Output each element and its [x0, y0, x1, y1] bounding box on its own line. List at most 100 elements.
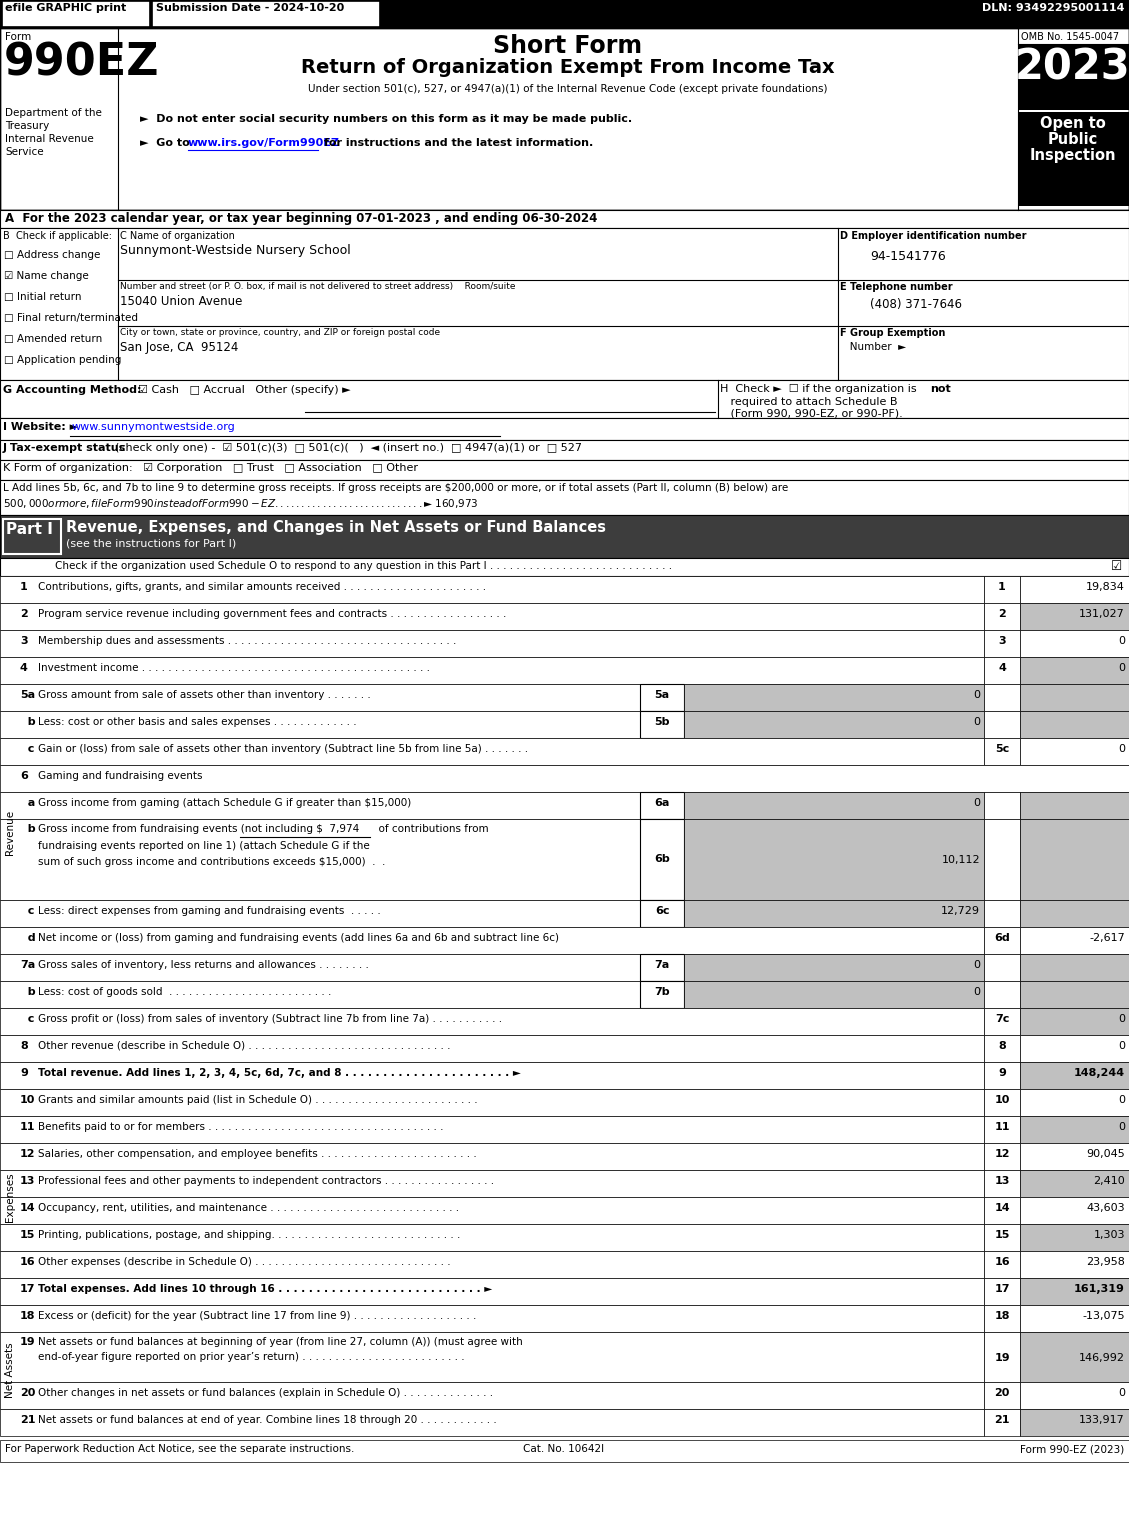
Text: 2023: 2023: [1015, 46, 1129, 88]
Text: 5c: 5c: [995, 744, 1009, 753]
Bar: [3, 518, 61, 554]
Text: H  Check ►  ☐ if the organization is: H Check ► ☐ if the organization is: [720, 384, 920, 393]
Bar: [1019, 791, 1129, 819]
Bar: [0, 630, 984, 657]
Text: 18: 18: [995, 1312, 1009, 1321]
Text: 3: 3: [20, 636, 27, 647]
Text: 2: 2: [998, 608, 1006, 619]
Text: 6c: 6c: [655, 906, 669, 917]
Bar: [984, 1305, 1019, 1331]
Bar: [684, 981, 984, 1008]
Text: Gain or (loss) from sale of assets other than inventory (Subtract line 5b from l: Gain or (loss) from sale of assets other…: [38, 744, 528, 753]
Text: Other expenses (describe in Schedule O) . . . . . . . . . . . . . . . . . . . . : Other expenses (describe in Schedule O) …: [38, 1257, 450, 1267]
Text: 9: 9: [998, 1068, 1006, 1078]
Bar: [984, 738, 1019, 766]
Bar: [1018, 44, 1129, 110]
Bar: [984, 1250, 1019, 1278]
Bar: [0, 1089, 984, 1116]
Text: □ Application pending: □ Application pending: [5, 355, 122, 364]
Text: Gross income from gaming (attach Schedule G if greater than $15,000): Gross income from gaming (attach Schedul…: [38, 798, 411, 808]
Bar: [1019, 1382, 1129, 1409]
Text: Treasury: Treasury: [5, 120, 50, 131]
Bar: [1019, 1144, 1129, 1170]
Bar: [984, 1197, 1019, 1225]
Text: 20: 20: [20, 1388, 35, 1398]
Text: Investment income . . . . . . . . . . . . . . . . . . . . . . . . . . . . . . . : Investment income . . . . . . . . . . . …: [38, 663, 430, 673]
Bar: [1019, 1170, 1129, 1197]
Bar: [984, 1331, 1019, 1382]
Bar: [0, 1331, 984, 1382]
Bar: [640, 900, 684, 927]
Text: fundraising events reported on line 1) (attach Schedule G if the: fundraising events reported on line 1) (…: [38, 840, 370, 851]
Bar: [0, 900, 640, 927]
Bar: [984, 1116, 1019, 1144]
Text: Total revenue. Add lines 1, 2, 3, 4, 5c, 6d, 7c, and 8 . . . . . . . . . . . . .: Total revenue. Add lines 1, 2, 3, 4, 5c,…: [38, 1068, 520, 1078]
Text: 3: 3: [998, 636, 1006, 647]
Text: 131,027: 131,027: [1079, 608, 1124, 619]
Text: 2: 2: [20, 608, 28, 619]
Text: Service: Service: [5, 146, 44, 157]
Text: efile GRAPHIC print: efile GRAPHIC print: [5, 3, 126, 14]
Bar: [0, 480, 1129, 515]
Text: Occupancy, rent, utilities, and maintenance . . . . . . . . . . . . . . . . . . : Occupancy, rent, utilities, and maintena…: [38, 1203, 460, 1212]
Bar: [984, 576, 1019, 602]
Text: c: c: [20, 906, 34, 917]
Text: 5a: 5a: [20, 689, 35, 700]
Text: 15040 Union Avenue: 15040 Union Avenue: [120, 294, 243, 308]
Text: 7b: 7b: [654, 987, 669, 997]
Bar: [0, 1440, 1129, 1462]
Bar: [1019, 819, 1129, 900]
Bar: [1018, 111, 1129, 206]
Bar: [984, 711, 1019, 738]
Text: Other changes in net assets or fund balances (explain in Schedule O) . . . . . .: Other changes in net assets or fund bala…: [38, 1388, 493, 1398]
Bar: [1019, 981, 1129, 1008]
Text: required to attach Schedule B: required to attach Schedule B: [720, 396, 898, 407]
Bar: [0, 766, 1129, 791]
Bar: [984, 1089, 1019, 1116]
Text: (see the instructions for Part I): (see the instructions for Part I): [65, 538, 236, 549]
Bar: [984, 900, 1019, 927]
Text: 6a: 6a: [655, 798, 669, 808]
Text: Gross profit or (loss) from sales of inventory (Subtract line 7b from line 7a) .: Gross profit or (loss) from sales of inv…: [38, 1014, 502, 1023]
Bar: [0, 602, 984, 630]
Bar: [684, 685, 984, 711]
Bar: [1019, 927, 1129, 955]
Bar: [984, 630, 1019, 657]
Bar: [1019, 738, 1129, 766]
Bar: [640, 819, 684, 900]
Bar: [0, 955, 640, 981]
Text: A  For the 2023 calendar year, or tax year beginning 07-01-2023 , and ending 06-: A For the 2023 calendar year, or tax yea…: [5, 212, 597, 226]
Bar: [0, 657, 984, 685]
Bar: [0, 1250, 984, 1278]
Text: Public: Public: [1048, 133, 1099, 146]
Text: F Group Exemption: F Group Exemption: [840, 328, 945, 339]
Text: Program service revenue including government fees and contracts . . . . . . . . : Program service revenue including govern…: [38, 608, 507, 619]
Text: 11: 11: [20, 1122, 35, 1132]
Bar: [984, 657, 1019, 685]
Text: G Accounting Method:: G Accounting Method:: [3, 384, 154, 395]
Text: 133,917: 133,917: [1079, 1415, 1124, 1424]
Text: C Name of organization: C Name of organization: [120, 230, 235, 241]
Bar: [0, 1382, 984, 1409]
Text: D Employer identification number: D Employer identification number: [840, 230, 1026, 241]
Bar: [0, 461, 1129, 480]
Text: Grants and similar amounts paid (list in Schedule O) . . . . . . . . . . . . . .: Grants and similar amounts paid (list in…: [38, 1095, 478, 1106]
Text: $500,000 or more, file Form 990 instead of Form 990-EZ . . . . . . . . . . . . .: $500,000 or more, file Form 990 instead …: [3, 497, 479, 509]
Text: Gross amount from sale of assets other than inventory . . . . . . .: Gross amount from sale of assets other t…: [38, 689, 370, 700]
Text: ►  Do not enter social security numbers on this form as it may be made public.: ► Do not enter social security numbers o…: [140, 114, 632, 124]
Text: 6: 6: [20, 772, 28, 781]
Bar: [1019, 1250, 1129, 1278]
Bar: [2, 2, 150, 27]
Text: Form: Form: [5, 32, 32, 43]
Bar: [0, 1197, 984, 1225]
Text: I Website: ►: I Website: ►: [3, 422, 82, 432]
Text: 7a: 7a: [655, 961, 669, 970]
Text: 0: 0: [973, 689, 980, 700]
Text: Net assets or fund balances at beginning of year (from line 27, column (A)) (mus: Net assets or fund balances at beginning…: [38, 1337, 523, 1347]
Text: 4: 4: [998, 663, 1006, 673]
Text: 23,958: 23,958: [1086, 1257, 1124, 1267]
Text: B  Check if applicable:: B Check if applicable:: [3, 230, 112, 241]
Text: ☑: ☑: [1111, 560, 1122, 573]
Text: Short Form: Short Form: [493, 34, 642, 58]
Text: b: b: [20, 987, 36, 997]
